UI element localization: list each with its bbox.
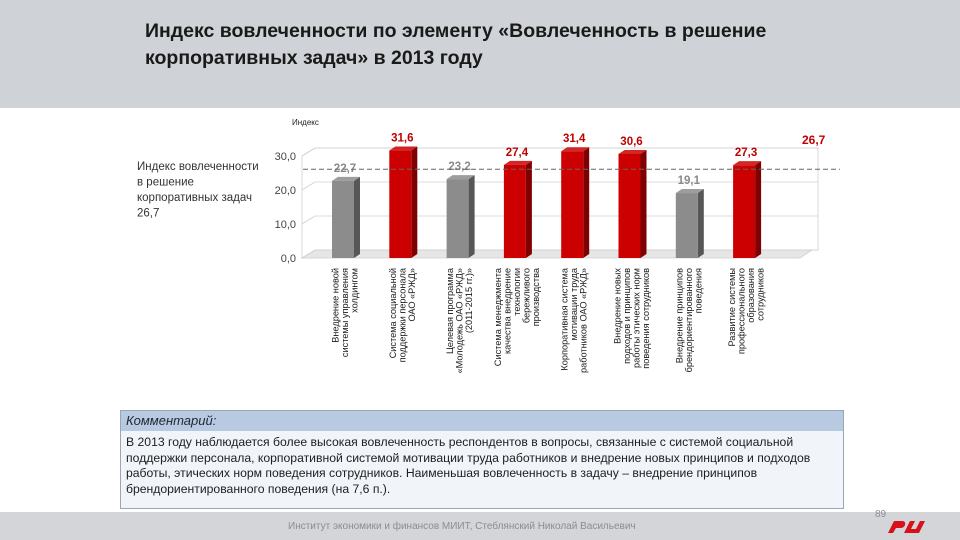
y-tick-label: 0,0 — [281, 253, 296, 265]
x-category-label-line: поведения сотрудников — [641, 268, 651, 369]
x-category-label: Целевая программа «Молодежь ОАО «РЖД» (201… — [445, 267, 474, 373]
x-category-label-line: работы этических норм — [631, 268, 641, 368]
x-category-label-line: «Молодежь ОАО «РЖД» — [455, 268, 465, 374]
x-category-label-line: сотрудников — [755, 268, 765, 321]
comment-box: Комментарий: В 2013 году наблюдается бол… — [120, 410, 844, 509]
x-category-label-line: (2011-2015 гг.)» — [464, 268, 474, 333]
x-category-label-line: холдингом — [350, 268, 360, 313]
bar-side — [411, 146, 418, 258]
x-category-label-line: Система менеджмента — [493, 267, 503, 366]
x-category-label-line: Внедрение принципов — [674, 268, 684, 363]
bar-side — [468, 175, 475, 258]
gridline — [301, 249, 316, 259]
x-category-label-line: ОАО «РЖД» — [407, 268, 417, 322]
bar-top — [675, 189, 704, 194]
x-category-label: Развитие системы профессионального образов… — [727, 268, 766, 354]
y-axis-label: Индекс — [292, 118, 319, 127]
x-category-label-line: поддержки персонала — [397, 267, 407, 362]
x-category-label-line: технологии — [512, 268, 522, 316]
bar — [561, 151, 584, 258]
comment-title: Комментарий: — [121, 411, 843, 431]
bar-chart: 22,731,623,227,431,4 30,619,127,3 0,010,0… — [137, 118, 840, 374]
x-category-label: Система социальной поддержки персонала ОАО… — [388, 267, 417, 362]
reference-legend-line: Индекс вовлеченности — [137, 161, 259, 173]
bar-value-label: 27,4 — [506, 147, 529, 159]
bar-top — [389, 146, 418, 151]
bar — [446, 179, 469, 258]
reference-legend-line: в решение — [137, 177, 194, 189]
y-tick-label: 30,0 — [275, 151, 296, 163]
x-category-label-line: качества внедрение — [502, 268, 512, 354]
y-tick-label: 20,0 — [275, 185, 296, 197]
bar-value-label: 31,6 — [391, 133, 413, 145]
reference-legend-line: 26,7 — [137, 208, 159, 220]
bar-value-label: 23,2 — [448, 161, 470, 173]
bar-side — [755, 161, 762, 258]
bar-top — [561, 147, 590, 152]
bar-side — [697, 189, 704, 258]
reference-value-label: 26,7 — [802, 133, 826, 147]
x-category-label-line: системы управления — [340, 268, 350, 357]
bar-top — [618, 149, 647, 154]
bar-value-label: 30,6 — [620, 136, 642, 148]
y-tick-label: 10,0 — [275, 219, 296, 231]
footer-text: Институт экономики и финансов МИИТ, Стеб… — [288, 521, 636, 532]
footer-band — [0, 512, 960, 540]
slide-title: Индекс вовлеченности по элементу «Вовлеч… — [145, 20, 767, 70]
x-category-label-line: профессионального — [736, 268, 746, 354]
x-category-label-line: образования — [746, 268, 756, 323]
bar-side — [525, 160, 532, 258]
bar — [618, 153, 641, 258]
x-category-label-line: Корпоративная система — [560, 267, 570, 370]
reference-legend-line: корпоративных задач — [137, 192, 252, 204]
bar — [503, 164, 526, 258]
x-category-label-line: Система социальной — [388, 268, 398, 358]
bar-value-label: 27,3 — [735, 147, 757, 159]
x-category-label-line: подходов и принципов — [622, 268, 632, 364]
bar-side — [640, 149, 647, 258]
header-band — [0, 0, 960, 108]
bar — [332, 180, 354, 258]
x-category-label-line: мотивации труда — [569, 267, 579, 340]
rzd-logo-icon — [888, 521, 925, 533]
bar — [675, 193, 698, 258]
bar — [733, 165, 756, 258]
gridline — [301, 215, 316, 225]
x-category-label-line: Внедрение новой — [331, 268, 341, 343]
x-category-label: Система менеджмента качества внедрение тех… — [493, 267, 541, 366]
x-category-label-line: Целевая программа — [445, 267, 455, 354]
comment-text: В 2013 году наблюдается более высокая во… — [126, 435, 811, 496]
bar-value-label: 31,4 — [563, 133, 586, 145]
x-category-label-line: бережливого — [521, 268, 531, 323]
x-category-label-line: Развитие системы — [727, 268, 737, 347]
x-category-label-line: поведения — [693, 268, 703, 313]
page-number: 89 — [875, 509, 887, 520]
x-category-label-line: производства — [531, 267, 541, 326]
x-category-label-line: Внедрение новых — [612, 268, 622, 344]
reference-legend: Индекс вовлеченности в решение корпоративн… — [137, 161, 259, 220]
gridline — [301, 181, 316, 191]
x-category-label: Внедрение принципов брендориентированного… — [674, 268, 703, 373]
x-category-label: Корпоративная система мотивации труда рабо… — [560, 267, 589, 373]
x-category-label-line: работников ОАО «РЖД» — [579, 268, 589, 373]
x-category-label-line: брендориентированного — [684, 268, 694, 372]
bar-top — [332, 176, 360, 181]
bar-side — [354, 176, 360, 258]
bar-value-label: 19,1 — [678, 175, 701, 187]
bar-top — [446, 175, 475, 180]
gridline — [301, 147, 316, 157]
x-category-label: Внедрение новой системы управления холдинг… — [331, 268, 360, 357]
bar — [389, 150, 412, 258]
bar-side — [583, 147, 590, 258]
bar-top — [503, 160, 532, 165]
bar-top — [733, 161, 762, 166]
x-category-label: Внедрение новых подходов и принципов работ… — [612, 268, 651, 369]
